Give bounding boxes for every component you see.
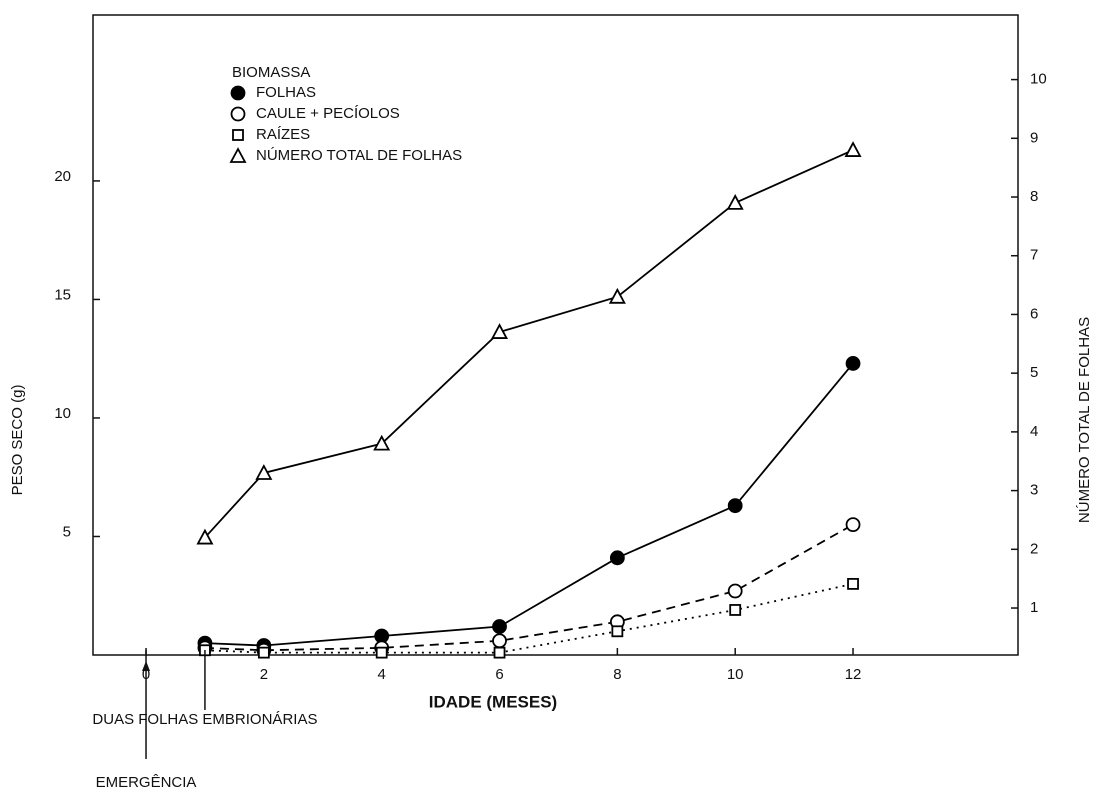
- legend-label: RAÍZES: [256, 126, 310, 143]
- y-tick-label: 10: [54, 405, 71, 422]
- x-tick-label: 12: [845, 666, 862, 683]
- point: [229, 147, 247, 163]
- point: [492, 619, 507, 634]
- y2-tick-label: 1: [1030, 599, 1038, 616]
- point: [230, 106, 246, 122]
- series-line: [204, 362, 854, 647]
- legend-label: CAULE + PECÍOLOS: [256, 105, 400, 122]
- point: [255, 464, 273, 480]
- y2-tick-label: 7: [1030, 247, 1038, 264]
- y2-tick-label: 9: [1030, 129, 1038, 146]
- y-tick-label: 5: [63, 523, 71, 540]
- point: [611, 625, 624, 638]
- y2-tick-label: 6: [1030, 305, 1038, 322]
- y-tick-label: 15: [54, 286, 71, 303]
- point: [493, 646, 506, 659]
- y2-tick-label: 2: [1030, 540, 1038, 557]
- y2-tick-label: 4: [1030, 423, 1038, 440]
- point: [196, 528, 214, 545]
- point: [727, 583, 743, 599]
- point: [609, 550, 625, 566]
- x-tick-label: 4: [378, 666, 386, 683]
- annotation-arrow: [142, 661, 151, 671]
- y-tick-label: 20: [54, 168, 71, 185]
- series-line: [204, 523, 854, 652]
- y2-axis-label: NÚMERO TOTAL DE FOLHAS: [1076, 317, 1093, 523]
- y2-tick-label: 8: [1030, 188, 1038, 205]
- point: [847, 577, 859, 590]
- y2-tick-label: 3: [1030, 482, 1038, 499]
- legend-label: FOLHAS: [256, 84, 316, 101]
- x-tick-label: 2: [260, 666, 268, 683]
- annotation-text: EMERGÊNCIA: [96, 774, 197, 791]
- point: [726, 193, 744, 210]
- point: [844, 141, 862, 157]
- x-tick-label: 10: [727, 666, 744, 683]
- point: [845, 517, 861, 533]
- x-tick-label: 8: [613, 666, 621, 683]
- legend-label: NÚMERO TOTAL DE FOLHAS: [256, 147, 462, 164]
- point: [230, 85, 246, 101]
- legend-title: BIOMASSA: [232, 64, 310, 81]
- point: [845, 356, 861, 371]
- point: [375, 646, 388, 659]
- point: [608, 287, 626, 304]
- point: [232, 129, 244, 141]
- point: [492, 633, 507, 649]
- x-axis-label: IDADE (MESES): [429, 692, 557, 711]
- point: [727, 498, 743, 514]
- y-axis-label: PESO SECO (g): [9, 385, 26, 496]
- y2-tick-label: 5: [1030, 364, 1038, 381]
- point: [257, 646, 270, 659]
- point: [491, 323, 509, 339]
- point: [373, 434, 391, 451]
- x-tick-label: 6: [495, 666, 503, 683]
- point: [729, 604, 742, 616]
- y2-tick-label: 10: [1030, 71, 1047, 88]
- plot-frame: [92, 14, 1019, 656]
- annotation-text: DUAS FOLHAS EMBRIONÁRIAS: [92, 711, 317, 728]
